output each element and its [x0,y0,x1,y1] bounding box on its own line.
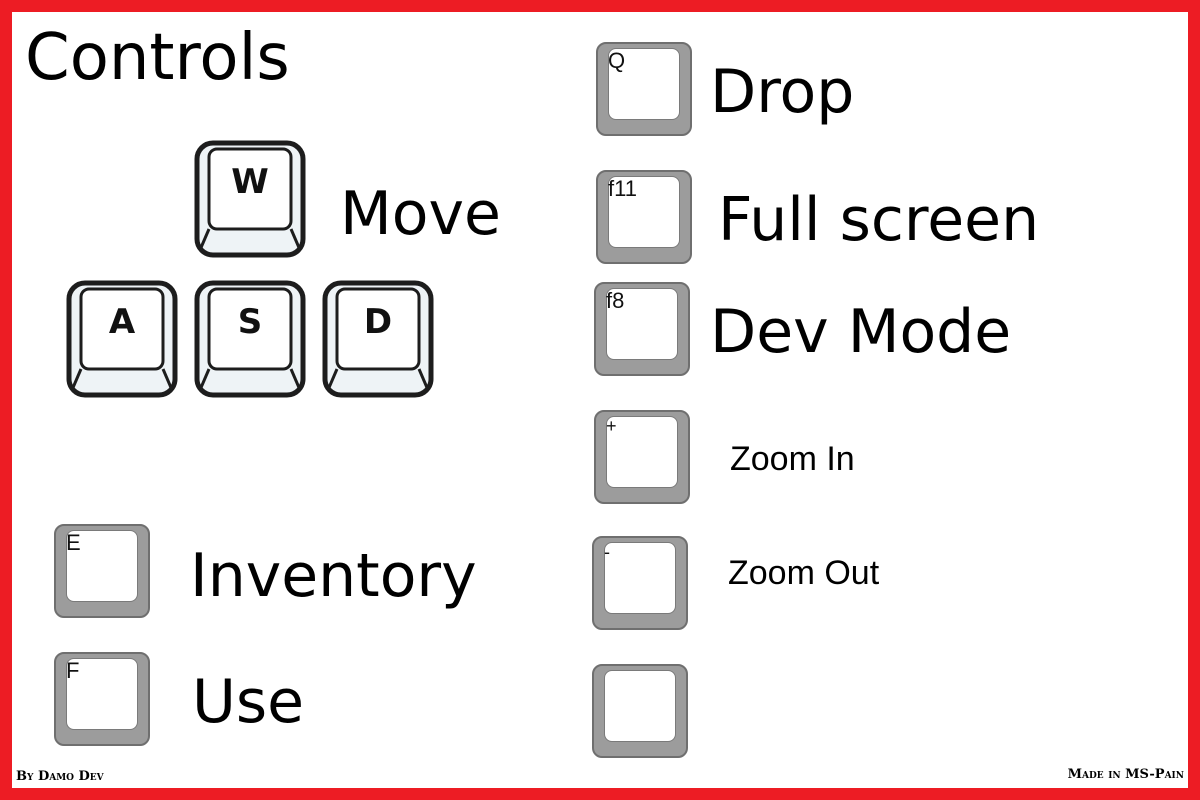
inventory-label: Inventory [190,541,477,611]
zoom-out-label: Zoom Out [728,554,880,592]
key-minus: - [592,536,688,630]
key-f: F [54,652,150,746]
devmode-label: Dev Mode [710,297,1012,367]
key-minus-label: - [604,542,610,562]
keycap-shape [194,140,306,258]
move-label: Move [340,179,501,249]
zoom-in-label: Zoom In [730,440,855,478]
key-face [66,658,138,730]
use-label: Use [192,667,305,737]
key-e: E [54,524,150,618]
key-d: D [322,280,434,398]
key-w-label: W [231,162,269,202]
key-s: S [194,280,306,398]
key-q-label: Q [608,48,626,73]
page-title: Controls [25,21,290,95]
key-f8: f8 [594,282,690,376]
key-w: W [194,140,306,258]
key-f11: f11 [596,170,692,264]
key-d-label: D [363,302,393,342]
key-face [606,416,678,488]
key-plus: + [594,410,690,504]
keycap-shape [322,280,434,398]
controls-card: Controls W A S [12,12,1188,788]
key-e-label: E [66,530,81,555]
key-a: A [66,280,178,398]
key-face [604,670,676,742]
key-f-label: F [66,658,80,683]
drop-label: Drop [710,57,855,127]
key-s-label: S [237,302,263,342]
key-q: Q [596,42,692,136]
key-face [66,530,138,602]
keycap-shape [194,280,306,398]
key-face [604,542,676,614]
made-with-credit: Made in MS-Pain [1067,767,1184,782]
key-plus-label: + [606,416,617,436]
key-f8-label: f8 [606,288,625,313]
author-credit: By Damo Dev [16,769,104,784]
key-f11-label: f11 [608,176,637,201]
key-blank [592,664,688,758]
key-a-label: A [108,302,136,342]
key-face [608,48,680,120]
key-face [608,176,680,248]
keycap-shape [66,280,178,398]
key-face [606,288,678,360]
fullscreen-label: Full screen [718,185,1040,255]
